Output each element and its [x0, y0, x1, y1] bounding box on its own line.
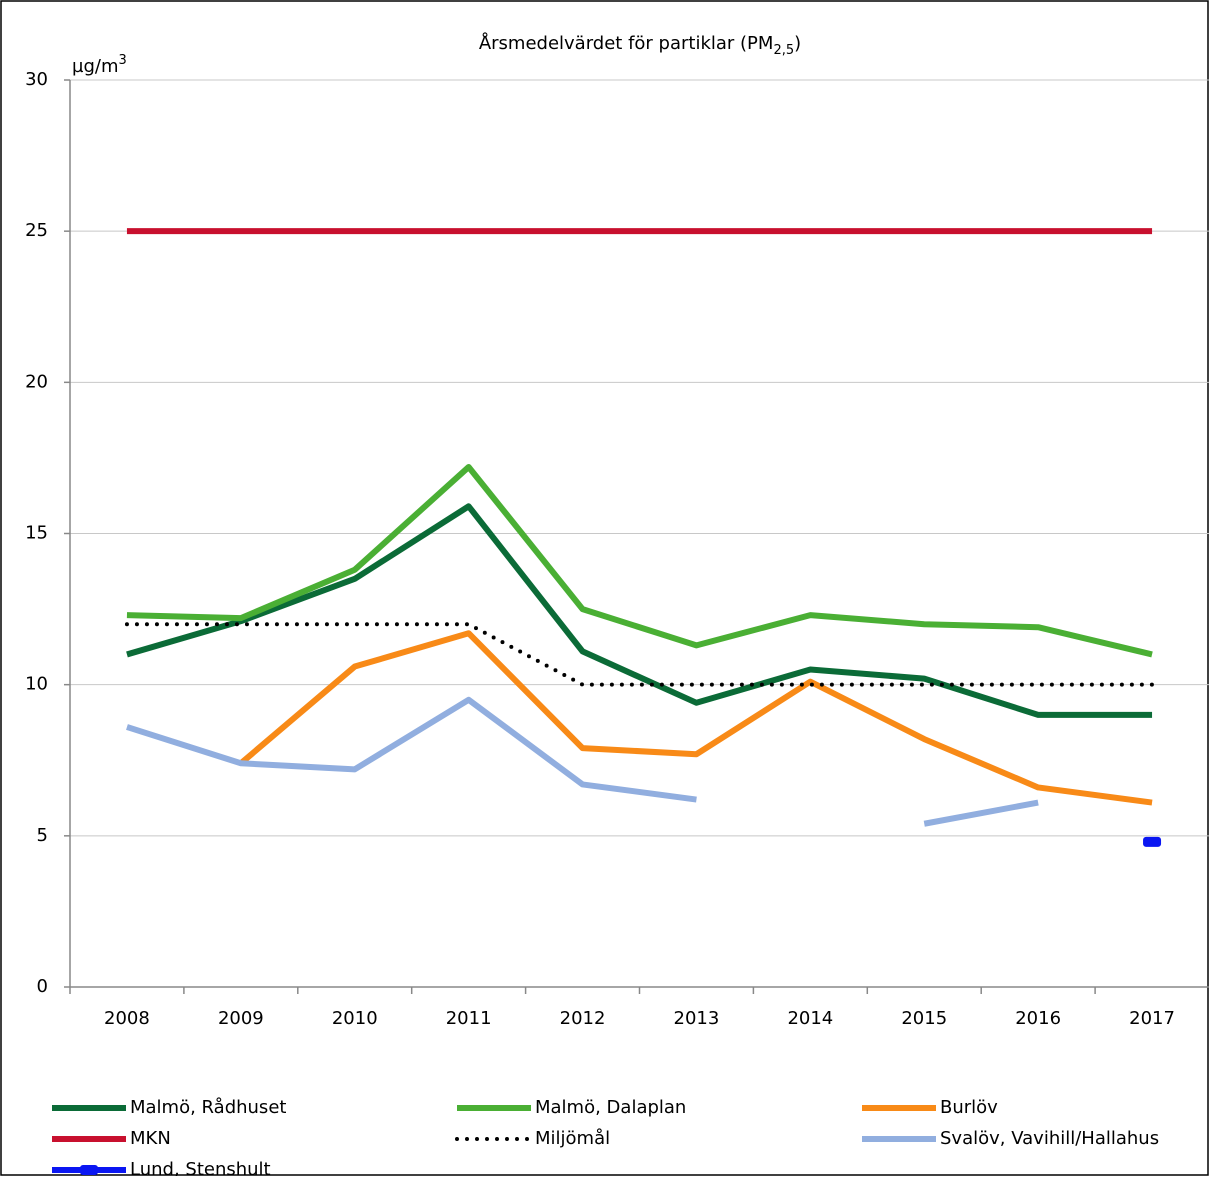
- title-subscript: 2,5: [773, 43, 794, 58]
- title-end: ): [794, 33, 801, 54]
- x-tick-label: 2012: [560, 1008, 606, 1029]
- series-line: [126, 503, 1153, 718]
- legend-label: Burlöv: [940, 1097, 998, 1118]
- series-line: [126, 463, 1153, 658]
- x-tick-label: 2015: [901, 1008, 947, 1029]
- x-tick-label: 2016: [1015, 1008, 1061, 1029]
- y-tick-label: 20: [25, 371, 48, 392]
- unit-superscript: 3: [118, 53, 126, 68]
- legend-label: Miljömål: [535, 1128, 610, 1149]
- series-line: [238, 630, 1153, 806]
- y-tick-label: 0: [37, 976, 48, 997]
- legend-label: MKN: [130, 1128, 171, 1149]
- y-tick-label: 15: [25, 523, 48, 544]
- series-line: [124, 622, 1155, 687]
- title-text: Årsmedelvärdet för partiklar (PM: [479, 32, 774, 54]
- series-line: [126, 696, 1039, 827]
- y-axis-label: µg/m3: [72, 53, 127, 78]
- y-tick-label: 30: [25, 69, 48, 90]
- unit-text: µg/m: [72, 56, 118, 77]
- x-tick-label: 2014: [787, 1008, 833, 1029]
- legend-label: Svalöv, Vavihill/Hallahus: [940, 1128, 1159, 1149]
- x-tick-label: 2009: [218, 1008, 264, 1029]
- legend-label: Malmö, Rådhuset: [130, 1097, 286, 1118]
- x-tick-label: 2017: [1129, 1008, 1175, 1029]
- data-marker: [1143, 836, 1162, 847]
- legend-label: Malmö, Dalaplan: [535, 1097, 686, 1118]
- legend-label: Lund, Stenshult: [130, 1159, 271, 1176]
- x-tick-label: 2011: [446, 1008, 492, 1029]
- y-tick-label: 10: [25, 674, 48, 695]
- x-tick-label: 2013: [674, 1008, 720, 1029]
- x-tick-label: 2010: [332, 1008, 378, 1029]
- legend-marker: [80, 1165, 98, 1175]
- y-tick-label: 25: [25, 220, 48, 241]
- chart-title: Årsmedelvärdet för partiklar (PM2,5): [479, 32, 801, 58]
- y-tick-label: 5: [37, 825, 48, 846]
- x-tick-label: 2008: [104, 1008, 150, 1029]
